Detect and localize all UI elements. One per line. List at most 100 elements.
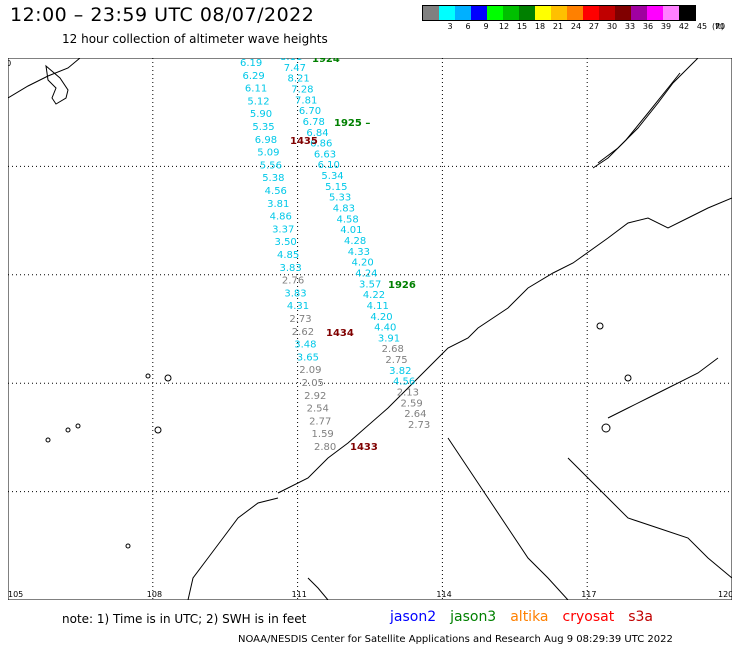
swh-label: 6.86 <box>310 139 332 150</box>
lat-lon-grid <box>8 58 732 600</box>
legend-swatch <box>487 6 503 20</box>
swh-label: 7.47 <box>284 63 306 74</box>
island-4 <box>154 426 162 434</box>
swh-label: 5.15 <box>325 182 347 193</box>
swh-label: 4.83 <box>333 204 355 215</box>
lon-tick-label: 105 <box>8 590 23 599</box>
swh-label: 3.81 <box>267 199 289 210</box>
altimeter-map: 1051081111141171200246810 6.196.296.115.… <box>8 58 732 600</box>
swh-label: 4.40 <box>374 323 396 334</box>
page-subtitle: 12 hour collection of altimeter wave hei… <box>62 32 328 46</box>
legend-label: 36 <box>642 22 654 31</box>
swh-label: 2.64 <box>404 409 426 420</box>
swh-label: 5.34 <box>321 171 343 182</box>
lon-tick-label: 120 <box>718 590 732 599</box>
pass-time-label: 1924 <box>312 58 340 65</box>
swh-label: 4.86 <box>270 212 292 223</box>
legend-label: 3 <box>447 22 453 31</box>
swh-label: 2.80 <box>314 442 336 453</box>
legend-swatch <box>535 6 551 20</box>
island-2 <box>65 427 71 433</box>
legend-label: 12 <box>498 22 510 31</box>
coast-sulu <box>607 357 719 419</box>
swh-label: 6.84 <box>306 128 328 139</box>
legend-label: 24 <box>570 22 582 31</box>
swh-label: 4.58 <box>336 214 358 225</box>
legend-label: 42 <box>678 22 690 31</box>
swh-label: 4.11 <box>367 301 389 312</box>
island-6 <box>145 373 151 379</box>
swh-label: 4.85 <box>277 250 299 261</box>
swh-label: 1.59 <box>312 429 334 440</box>
legend-label: 45 <box>696 22 708 31</box>
swh-label: 2.13 <box>397 388 419 399</box>
legend-label: 70 <box>714 22 726 31</box>
swh-label: 4.22 <box>363 290 385 301</box>
satellite-name: s3a <box>628 609 653 625</box>
lon-tick-label: 117 <box>581 590 596 599</box>
credit-line: NOAA/NESDIS Center for Satellite Applica… <box>238 634 673 645</box>
pass-time-label: 1433 <box>350 442 378 453</box>
swh-label: 8.21 <box>288 74 310 85</box>
legend-swatch <box>551 6 567 20</box>
swh-label: 4.33 <box>348 247 370 258</box>
coast-sumatra <box>187 497 279 600</box>
color-scale-bar <box>422 5 696 21</box>
swh-label: 5.12 <box>247 96 269 107</box>
swh-label: 6.98 <box>255 135 277 146</box>
swh-label: 2.59 <box>400 398 422 409</box>
swh-label: 2.77 <box>309 416 331 427</box>
coastline <box>8 58 732 600</box>
map-border <box>8 58 732 600</box>
swh-label: 7.28 <box>291 84 313 95</box>
legend-swatch <box>663 6 679 20</box>
swh-label: 2.54 <box>307 404 329 415</box>
swh-label: 6.10 <box>318 160 340 171</box>
lon-tick-label: 111 <box>292 590 307 599</box>
swh-label: 3.83 <box>279 263 301 274</box>
satellite-name: cryosat <box>562 609 615 625</box>
coast-borneo-sw <box>447 437 569 600</box>
island-3 <box>75 423 81 429</box>
legend-swatch <box>471 6 487 20</box>
satellite-name: jason2 <box>390 609 437 625</box>
swh-label: 4.01 <box>340 225 362 236</box>
swh-label: 4.20 <box>352 258 374 269</box>
swh-label: 6.29 <box>242 71 264 82</box>
swh-label: 3.82 <box>389 366 411 377</box>
legend-swatch <box>599 6 615 20</box>
island-9 <box>624 374 632 382</box>
legend-swatch <box>615 6 631 20</box>
swh-label: 5.09 <box>257 148 279 159</box>
swh-label: 5.33 <box>329 193 351 204</box>
legend-swatch <box>423 6 439 20</box>
satellite-name: jason3 <box>450 609 497 625</box>
swh-label: 4.56 <box>265 186 287 197</box>
swh-label: 2.62 <box>292 327 314 338</box>
pass-time-label: 1434 <box>326 328 354 339</box>
color-scale-labels: 3 6 9 12 15 18 21 24 27 30 33 36 39 42 45 70 (ft) <box>422 22 728 34</box>
coast-palawan-2 <box>592 72 681 169</box>
swh-label: 4.56 <box>393 377 415 388</box>
swh-label: 6.78 <box>303 117 325 128</box>
legend-label: 27 <box>588 22 600 31</box>
lat-tick-label: 10 <box>8 59 11 68</box>
wave-height-labels: 6.19 6.29 6.115.12 5.90 5.35 6.98 5.095.56 5.38… <box>240 58 430 453</box>
swh-label: 3.65 <box>297 352 319 363</box>
swh-label: 3.48 <box>294 340 316 351</box>
swh-label: 3.57 <box>359 279 381 290</box>
swh-label: 3.50 <box>275 237 297 248</box>
legend-label: 30 <box>606 22 618 31</box>
legend-swatch <box>583 6 599 20</box>
page-title: 12:00 – 23:59 UTC 08/07/2022 <box>10 4 315 26</box>
legend-label: 6 <box>465 22 471 31</box>
lon-tick-label: 108 <box>147 590 162 599</box>
footnote: note: 1) Time is in UTC; 2) SWH is in fe… <box>62 612 307 626</box>
satellite-legend: jason2 jason3 altika cryosat s3a <box>390 609 667 625</box>
coast-left-bay <box>45 64 69 105</box>
swh-label: 7.81 <box>295 95 317 106</box>
satellite-name: altika <box>510 609 549 625</box>
legend-swatch <box>631 6 647 20</box>
island-1 <box>45 437 51 443</box>
coast-left-top <box>8 58 81 99</box>
